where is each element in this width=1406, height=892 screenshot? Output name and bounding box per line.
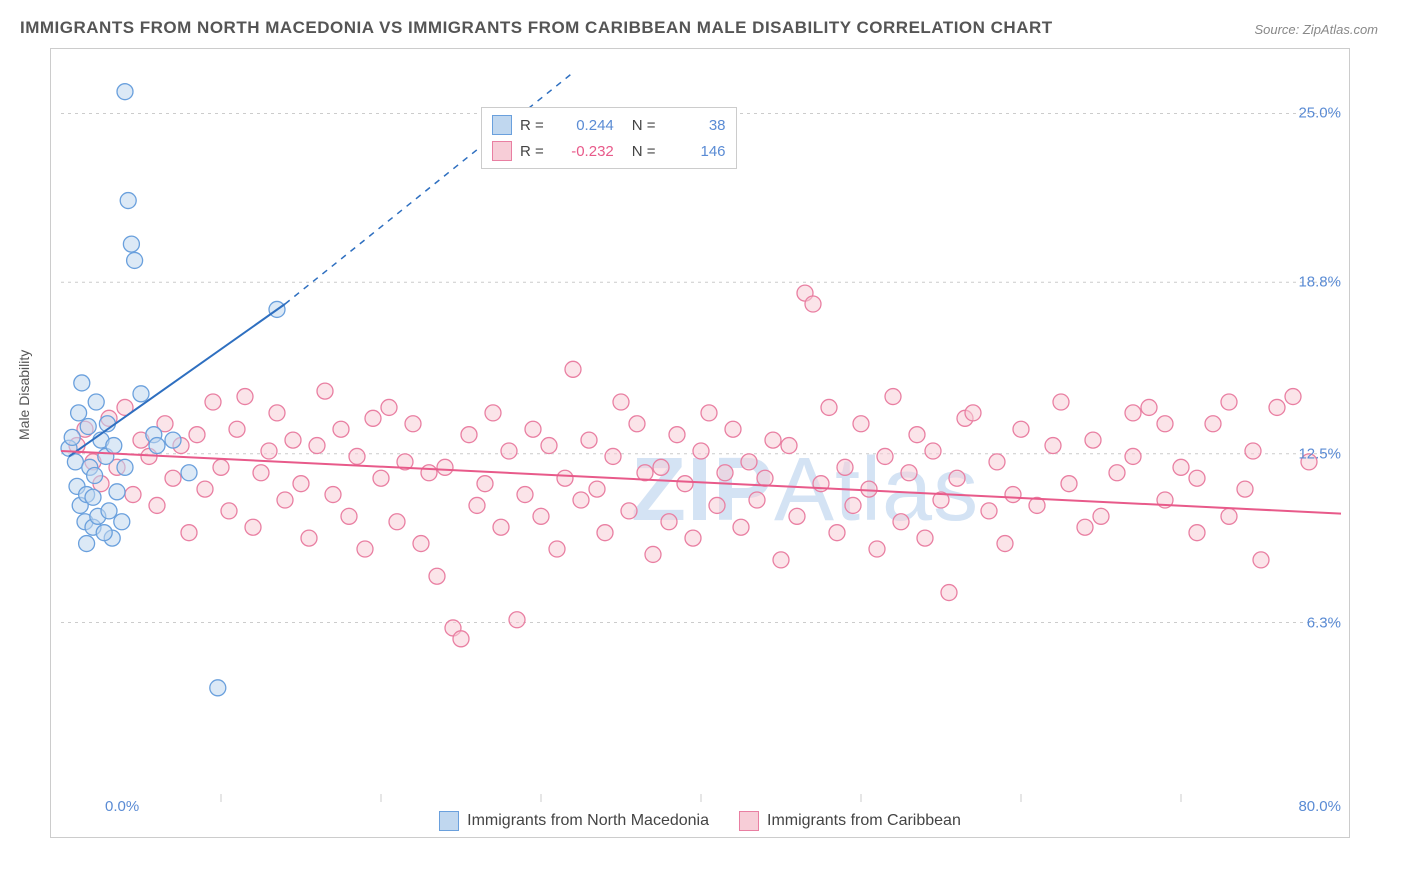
y-tick-label: 25.0% bbox=[1298, 105, 1341, 122]
legend-item-pink: Immigrants from Caribbean bbox=[739, 811, 961, 831]
r-value-pink: -0.232 bbox=[554, 143, 614, 160]
legend-label-blue: Immigrants from North Macedonia bbox=[467, 812, 709, 830]
swatch-blue-icon bbox=[492, 115, 512, 135]
swatch-pink-icon bbox=[492, 141, 512, 161]
legend-label-pink: Immigrants from Caribbean bbox=[767, 812, 961, 830]
r-value-blue: 0.244 bbox=[554, 117, 614, 134]
source-attribution: Source: ZipAtlas.com bbox=[1254, 22, 1378, 37]
n-value-blue: 38 bbox=[666, 117, 726, 134]
stats-row-blue: R = 0.244 N = 38 bbox=[492, 112, 726, 138]
swatch-blue-icon bbox=[439, 811, 459, 831]
chart-title: IMMIGRANTS FROM NORTH MACEDONIA VS IMMIG… bbox=[20, 18, 1053, 38]
legend-item-blue: Immigrants from North Macedonia bbox=[439, 811, 709, 831]
swatch-pink-icon bbox=[739, 811, 759, 831]
stats-row-pink: R = -0.232 N = 146 bbox=[492, 138, 726, 164]
y-axis-label: Male Disability bbox=[16, 350, 32, 440]
bottom-legend: Immigrants from North Macedonia Immigran… bbox=[51, 811, 1349, 831]
y-tick-label: 12.5% bbox=[1298, 445, 1341, 462]
y-tick-label: 6.3% bbox=[1307, 614, 1341, 631]
chart-container: ZIPAtlas R = 0.244 N = 38 R = -0.232 N =… bbox=[50, 48, 1350, 838]
y-tick-label: 18.8% bbox=[1298, 274, 1341, 291]
stats-legend-box: R = 0.244 N = 38 R = -0.232 N = 146 bbox=[481, 107, 737, 169]
n-value-pink: 146 bbox=[666, 143, 726, 160]
